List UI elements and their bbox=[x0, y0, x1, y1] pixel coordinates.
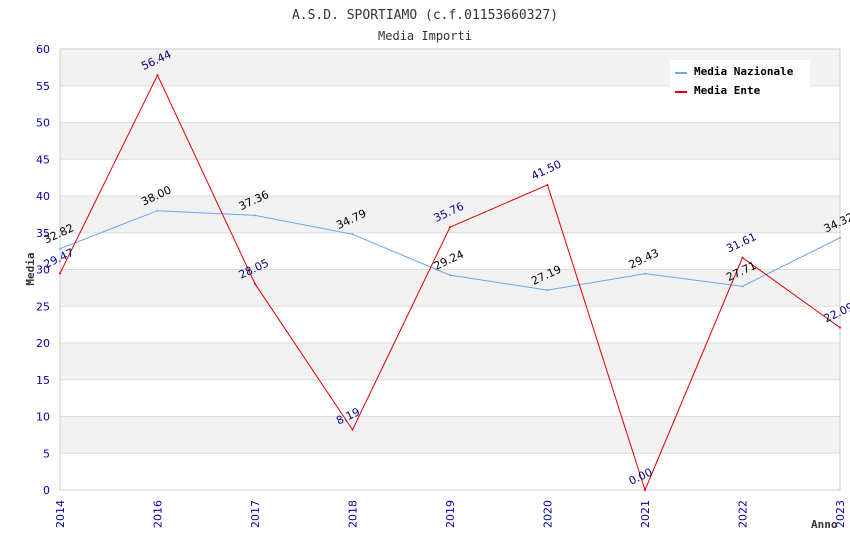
data-point bbox=[546, 289, 549, 292]
data-label: 31.61 bbox=[724, 230, 758, 255]
plot-bands bbox=[60, 49, 840, 454]
data-point bbox=[449, 226, 451, 229]
data-point bbox=[351, 428, 354, 431]
x-tick-label: 2017 bbox=[249, 500, 262, 528]
data-point bbox=[741, 285, 744, 288]
x-axis-ticks: 2014 2016 2017 2018 2019 2020 2021 2022 2023 bbox=[54, 500, 847, 528]
data-label: 0.00 bbox=[627, 466, 655, 488]
data-point bbox=[839, 236, 841, 239]
data-point bbox=[741, 256, 744, 259]
data-label: 41.50 bbox=[529, 158, 563, 183]
x-tick-label: 2014 bbox=[54, 500, 67, 528]
data-label: 29.43 bbox=[627, 246, 661, 271]
x-tick-label: 2020 bbox=[542, 500, 555, 528]
plot-band bbox=[60, 416, 840, 454]
y-tick-label: 5 bbox=[43, 447, 50, 460]
y-tick-label: 50 bbox=[36, 117, 50, 130]
x-tick-label: 2023 bbox=[834, 500, 847, 528]
x-tick-label: 2018 bbox=[347, 500, 360, 528]
chart-subtitle: Media Importi bbox=[378, 29, 472, 43]
data-point bbox=[59, 247, 61, 250]
y-tick-label: 40 bbox=[36, 190, 50, 203]
legend-label-ente: Media Ente bbox=[694, 84, 761, 97]
plot-frame bbox=[59, 48, 841, 491]
x-tick-label: 2016 bbox=[152, 500, 165, 528]
legend-box bbox=[670, 60, 810, 106]
data-point bbox=[644, 489, 646, 491]
data-label: 29.47 bbox=[42, 246, 76, 271]
y-tick-label: 0 bbox=[43, 484, 50, 497]
x-tick-label: 2022 bbox=[737, 500, 750, 528]
legend-label-nazionale: Media Nazionale bbox=[694, 65, 794, 78]
plot-band bbox=[60, 122, 840, 160]
data-point bbox=[546, 183, 549, 186]
x-tick-label: 2019 bbox=[444, 500, 457, 528]
y-tick-label: 15 bbox=[36, 374, 50, 387]
data-point bbox=[156, 74, 159, 77]
data-point bbox=[59, 272, 61, 275]
data-point bbox=[351, 233, 354, 236]
x-axis-label: Anno bbox=[811, 518, 838, 531]
chart-title: A.S.D. SPORTIAMO (c.f.01153660327) bbox=[292, 8, 558, 23]
data-point bbox=[254, 282, 256, 285]
plot-band bbox=[60, 343, 840, 380]
data-point bbox=[449, 274, 451, 277]
data-point bbox=[839, 326, 841, 329]
y-tick-label: 35 bbox=[36, 227, 50, 240]
x-tick-label: 2021 bbox=[639, 500, 652, 528]
legend: Media Nazionale Media Ente bbox=[670, 60, 810, 106]
y-tick-label: 25 bbox=[36, 300, 50, 313]
y-tick-label: 55 bbox=[36, 80, 50, 93]
series-layer bbox=[59, 74, 841, 492]
data-label: 32.82 bbox=[42, 221, 76, 246]
y-axis-ticks: 0 5 10 15 20 25 30 35 40 45 50 55 60 bbox=[36, 43, 50, 497]
y-tick-label: 60 bbox=[36, 43, 50, 56]
data-point bbox=[156, 209, 159, 212]
y-tick-label: 30 bbox=[36, 264, 50, 277]
data-point bbox=[644, 272, 646, 275]
data-point bbox=[254, 214, 256, 217]
y-tick-label: 45 bbox=[36, 153, 50, 166]
y-axis-label: Media bbox=[24, 252, 37, 285]
y-tick-label: 10 bbox=[36, 411, 50, 424]
y-tick-label: 20 bbox=[36, 337, 50, 350]
